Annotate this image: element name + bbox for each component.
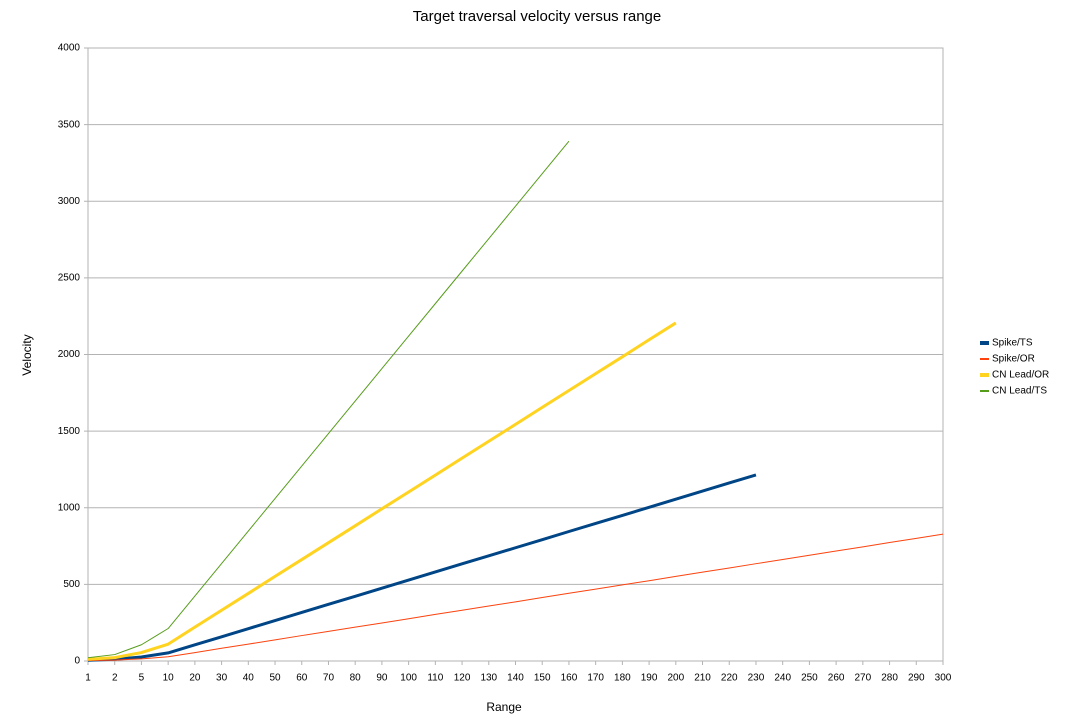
x-tick-label: 50 [269,673,281,684]
x-tick-label: 180 [614,673,631,684]
y-tick-label: 2000 [58,349,81,360]
x-tick-label: 90 [376,673,388,684]
y-tick-label: 4000 [58,43,81,54]
series-line [87,533,944,662]
x-tick-label: 130 [480,673,497,684]
y-tick-label: 0 [74,656,80,667]
x-tick-label: 200 [667,673,684,684]
x-tick-label: 160 [561,673,578,684]
legend-label: Spike/OR [992,354,1035,365]
x-axis-title: Range [486,700,522,714]
x-tick-label: 140 [507,673,524,684]
legend-label: Spike/TS [992,338,1033,349]
x-tick-label: 210 [694,673,711,684]
x-tick-label: 30 [216,673,228,684]
series-line [87,321,677,661]
x-tick-label: 70 [323,673,335,684]
x-tick-label: 230 [748,673,765,684]
x-tick-label: 220 [721,673,738,684]
x-tick-label: 2 [112,673,118,684]
legend-label: CN Lead/OR [992,370,1049,381]
series-line [87,140,570,659]
x-tick-label: 40 [243,673,255,684]
x-tick-label: 240 [774,673,791,684]
y-tick-label: 3500 [58,119,81,130]
legend-label: CN Lead/TS [992,386,1047,397]
x-tick-label: 190 [641,673,658,684]
x-tick-label: 5 [139,673,145,684]
x-tick-label: 10 [163,673,175,684]
x-tick-label: 290 [908,673,925,684]
y-tick-label: 500 [63,579,80,590]
y-tick-label: 1000 [58,502,81,513]
x-tick-label: 1 [85,673,91,684]
x-tick-label: 260 [828,673,845,684]
x-tick-label: 110 [427,673,443,684]
x-tick-label: 280 [881,673,898,684]
x-tick-label: 250 [801,673,818,684]
y-axis-title: Velocity [20,334,34,375]
x-tick-label: 120 [454,673,471,684]
y-tick-label: 3000 [58,196,81,207]
x-tick-label: 300 [935,673,952,684]
x-tick-label: 170 [587,673,604,684]
y-tick-label: 2500 [58,273,81,284]
x-tick-label: 60 [296,673,308,684]
x-tick-label: 20 [189,673,201,684]
x-tick-label: 270 [855,673,872,684]
x-tick-label: 100 [400,673,417,684]
series-line [87,473,757,662]
x-tick-label: 150 [534,673,551,684]
chart-title: Target traversal velocity versus range [413,8,661,25]
y-tick-label: 1500 [58,426,81,437]
x-tick-label: 80 [350,673,362,684]
